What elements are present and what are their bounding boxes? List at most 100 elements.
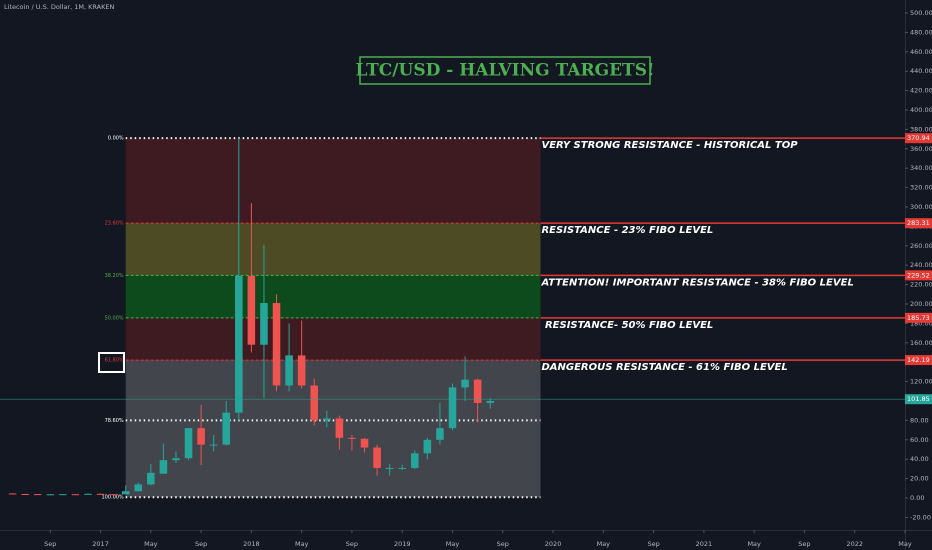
header: Litecoin / U.S. Dollar, 1M, KRAKEN — [4, 3, 114, 11]
candle-body — [33, 494, 42, 496]
price-label-bg — [905, 270, 932, 281]
title-box — [359, 56, 651, 85]
fib-level-label: 50.00% — [105, 315, 124, 321]
candle-body — [335, 418, 344, 438]
candle-body — [184, 428, 193, 459]
candle-body — [134, 484, 143, 492]
y-tick-label: 60.00 — [910, 436, 929, 444]
y-tick-label: 500.00 — [910, 9, 932, 17]
candle-body — [147, 472, 155, 485]
candle-body — [310, 385, 319, 421]
candle-body — [209, 444, 218, 446]
candle-body — [360, 438, 369, 448]
y-tick-label: -20.00 — [910, 513, 931, 521]
x-tick-label: May — [295, 540, 309, 548]
x-tick-label: Sep — [647, 540, 659, 548]
price-label: 283.31 — [907, 219, 930, 227]
candle-body — [172, 458, 180, 461]
x-tick-label: Sep — [798, 540, 810, 548]
y-tick-label: 260.00 — [910, 242, 932, 250]
resistance-note: VERY STRONG RESISTANCE - HISTORICAL TOP — [541, 140, 798, 151]
highlight-box — [98, 352, 125, 373]
candle-body — [159, 460, 168, 474]
y-tick-label: 120.00 — [910, 378, 932, 386]
y-tick-label: 220.00 — [910, 281, 932, 289]
candle-body — [411, 453, 419, 468]
price-label-bg — [905, 312, 932, 323]
x-tick-label: 2019 — [394, 540, 411, 548]
last-price-label: 101.85 — [907, 395, 930, 403]
y-tick-label: 380.00 — [910, 125, 932, 133]
plot: -20.000.0020.0040.0060.0080.00100.00120.… — [0, 9, 932, 548]
y-tick-label: 80.00 — [910, 416, 929, 424]
candle-body — [46, 494, 55, 496]
price-label: 229.52 — [907, 271, 930, 279]
candle-body — [8, 493, 17, 495]
fib-zone — [125, 317, 541, 361]
resistance-note: RESISTANCE- 50% FIBO LEVEL — [541, 320, 713, 331]
x-tick-label: 2022 — [846, 540, 863, 548]
candle-body — [285, 355, 293, 386]
fib-level-label: 78.60% — [105, 418, 124, 424]
resistance-note: ATTENTION! IMPORTANT RESISTANCE - 38% FI… — [540, 277, 853, 288]
candle-body — [373, 447, 381, 468]
x-tick-label: 2018 — [243, 540, 260, 548]
chart-title: LTC/USD - HALVING TARGETS! — [356, 61, 655, 81]
candle-body — [436, 428, 444, 440]
candle-body — [247, 275, 256, 345]
candle-body — [235, 275, 243, 413]
candle-body — [473, 379, 482, 403]
price-label-bg — [905, 355, 932, 366]
y-tick-label: 460.00 — [910, 48, 932, 56]
x-tick-label: Sep — [497, 540, 509, 548]
candle-body — [486, 400, 494, 403]
y-tick-label: 300.00 — [910, 203, 932, 211]
y-tick-label: 240.00 — [910, 261, 932, 269]
x-tick-label: May — [597, 540, 611, 548]
fib-level-label: 38.20% — [105, 273, 124, 279]
y-tick-label: 180.00 — [910, 319, 932, 327]
candle-body — [84, 493, 92, 495]
y-tick-label: 340.00 — [910, 164, 932, 172]
x-tick-label: May — [898, 540, 912, 548]
y-tick-label: 440.00 — [910, 67, 932, 75]
fib-zone — [125, 138, 541, 224]
fib-level-label: 23.60% — [105, 221, 124, 227]
resistance-note: RESISTANCE - 23% FIBO LEVEL — [541, 225, 713, 236]
price-label: 370.94 — [907, 134, 930, 142]
y-tick-label: 0.00 — [910, 494, 924, 502]
x-tick-label: Sep — [44, 540, 56, 548]
candle-body — [197, 428, 205, 445]
fib-zone — [125, 420, 541, 498]
candle-body — [323, 418, 331, 421]
price-label-bg — [905, 218, 932, 229]
x-tick-label: May — [747, 540, 761, 548]
y-tick-label: 20.00 — [910, 475, 929, 483]
candle-body — [71, 494, 80, 496]
x-tick-label: 2017 — [92, 540, 109, 548]
fib-zone — [125, 223, 541, 276]
candle-body — [385, 467, 394, 469]
candle-body — [348, 437, 356, 439]
price-label: 185.73 — [907, 314, 930, 322]
price-label-bg — [905, 133, 932, 144]
x-tick-label: May — [144, 540, 158, 548]
candle-body — [398, 467, 406, 469]
y-tick-label: 480.00 — [910, 28, 932, 36]
last-price-bg — [905, 394, 932, 405]
candle-body — [272, 303, 281, 386]
candle-body — [21, 494, 29, 496]
x-tick-label: 2020 — [545, 540, 562, 548]
x-tick-label: Sep — [346, 540, 358, 548]
y-tick-label: 400.00 — [910, 106, 932, 114]
y-tick-label: 360.00 — [910, 145, 932, 153]
y-tick-label: 420.00 — [910, 87, 932, 95]
y-tick-label: 40.00 — [910, 455, 929, 463]
candle-body — [448, 387, 457, 429]
x-tick-label: 2021 — [696, 540, 713, 548]
candle-body — [59, 494, 67, 496]
fib-level-label: 61.80% — [105, 358, 124, 364]
candle-body — [423, 439, 432, 454]
